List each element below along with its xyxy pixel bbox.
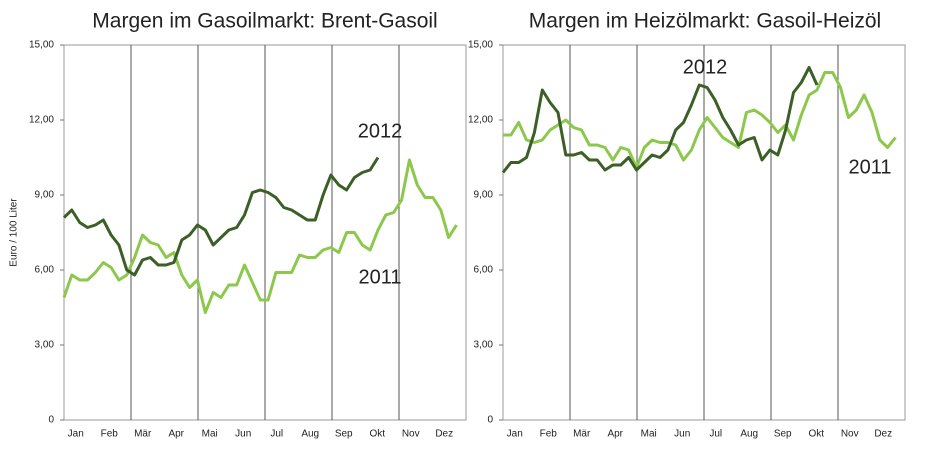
line-series bbox=[501, 66, 819, 174]
chart-title: Margen im Heizölmarkt: Gasoil-Heizöl bbox=[529, 10, 881, 33]
y-axis-label: Euro / 100 Liter bbox=[9, 198, 20, 267]
y-tick-label: 9,00 bbox=[474, 190, 494, 201]
x-tick-label: Nov bbox=[402, 429, 420, 440]
y-tick-label: 12,00 bbox=[468, 115, 493, 126]
x-tick-label: Apr bbox=[607, 429, 623, 440]
y-tick-label: 3,00 bbox=[474, 340, 494, 351]
x-tick-label: Mai bbox=[202, 429, 218, 440]
x-tick-label: Jun bbox=[235, 429, 251, 440]
x-tick-label: Jun bbox=[674, 429, 690, 440]
x-tick-label: Jan bbox=[507, 429, 523, 440]
x-tick-label: Aug bbox=[301, 429, 319, 440]
series-label: 2011 bbox=[848, 156, 891, 178]
y-tick-label: 6,00 bbox=[35, 265, 55, 276]
chart-title: Margen im Gasoilmarkt: Brent-Gasoil bbox=[92, 10, 437, 33]
y-tick-label: 0 bbox=[48, 415, 54, 426]
y-tick-label: 15,00 bbox=[468, 40, 493, 51]
x-tick-label: Jul bbox=[270, 429, 283, 440]
x-tick-label: Sep bbox=[335, 429, 353, 440]
x-tick-label: Jan bbox=[68, 429, 84, 440]
x-tick-label: Feb bbox=[540, 429, 558, 440]
x-tick-label: Nov bbox=[841, 429, 859, 440]
y-tick-label: 12,00 bbox=[29, 115, 54, 126]
line-series bbox=[503, 71, 897, 169]
y-tick-label: 6,00 bbox=[474, 265, 494, 276]
x-tick-label: Jul bbox=[709, 429, 722, 440]
y-tick-label: 9,00 bbox=[35, 190, 55, 201]
x-tick-label: Dez bbox=[874, 429, 892, 440]
x-tick-label: Mär bbox=[573, 429, 591, 440]
y-tick-label: 15,00 bbox=[29, 40, 54, 51]
x-tick-label: Aug bbox=[740, 429, 758, 440]
series-label: 2012 bbox=[683, 56, 728, 78]
x-tick-label: Mär bbox=[134, 429, 152, 440]
x-tick-label: Dez bbox=[435, 429, 453, 440]
y-tick-label: 0 bbox=[487, 415, 493, 426]
series-label: 2012 bbox=[358, 120, 403, 142]
line-series bbox=[62, 156, 380, 277]
x-tick-label: Okt bbox=[808, 429, 824, 440]
series-label: 2011 bbox=[358, 266, 401, 288]
line-series bbox=[62, 158, 458, 314]
x-tick-label: Mai bbox=[641, 429, 657, 440]
y-tick-label: 3,00 bbox=[35, 340, 55, 351]
x-tick-label: Sep bbox=[774, 429, 792, 440]
x-tick-label: Apr bbox=[168, 429, 184, 440]
x-tick-label: Okt bbox=[369, 429, 385, 440]
x-tick-label: Feb bbox=[101, 429, 119, 440]
